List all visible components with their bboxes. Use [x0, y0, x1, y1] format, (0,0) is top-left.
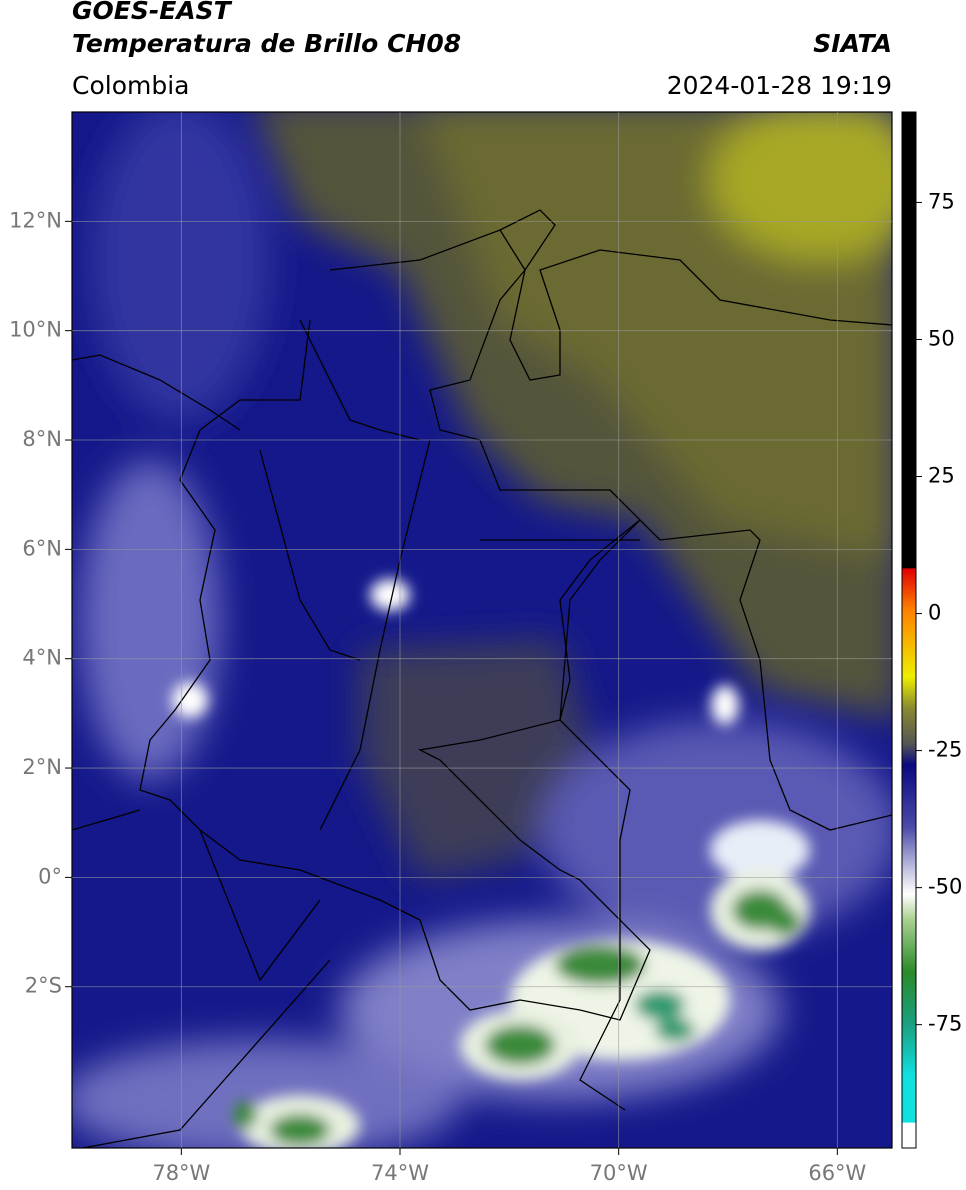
- lon-tick-label: 70°W: [590, 1161, 648, 1185]
- subtitle: Temperatura de Brillo CH08: [72, 29, 461, 58]
- colorbar-label: 50: [928, 326, 955, 350]
- lon-tick-label: 74°W: [371, 1161, 429, 1185]
- lat-tick-label: 10°N: [9, 318, 62, 342]
- map-frame: [71, 111, 893, 1149]
- lon-tick-label: 78°W: [152, 1161, 210, 1185]
- lat-tick-label: 2°N: [22, 755, 62, 779]
- colorbar-label: 0: [928, 601, 941, 625]
- colorbar-label: -50: [928, 875, 962, 899]
- lat-tick-label: 2°S: [25, 974, 62, 998]
- region: Colombia: [72, 71, 189, 100]
- colorbar: [901, 111, 917, 1149]
- lat-tick-label: 0°: [38, 864, 62, 888]
- source: SIATA: [813, 29, 892, 58]
- satellite-image: [72, 112, 892, 1148]
- timestamp: 2024-01-28 19:19: [667, 71, 892, 100]
- lat-tick-label: 6°N: [22, 536, 62, 560]
- colorbar-label: -25: [928, 738, 962, 762]
- lon-tick-label: 66°W: [808, 1161, 866, 1185]
- lat-tick-label: 4°N: [22, 646, 62, 670]
- colorbar-label: 25: [928, 464, 955, 488]
- title: GOES-EAST: [72, 0, 233, 25]
- lat-tick-label: 8°N: [22, 427, 62, 451]
- lat-tick-label: 12°N: [9, 208, 62, 232]
- colorbar-label: 75: [928, 189, 955, 213]
- colorbar-label: -75: [928, 1012, 962, 1036]
